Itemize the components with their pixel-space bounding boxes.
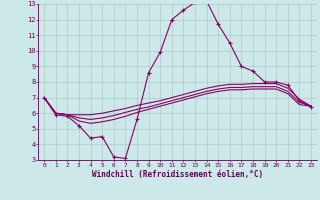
- X-axis label: Windchill (Refroidissement éolien,°C): Windchill (Refroidissement éolien,°C): [92, 170, 263, 179]
